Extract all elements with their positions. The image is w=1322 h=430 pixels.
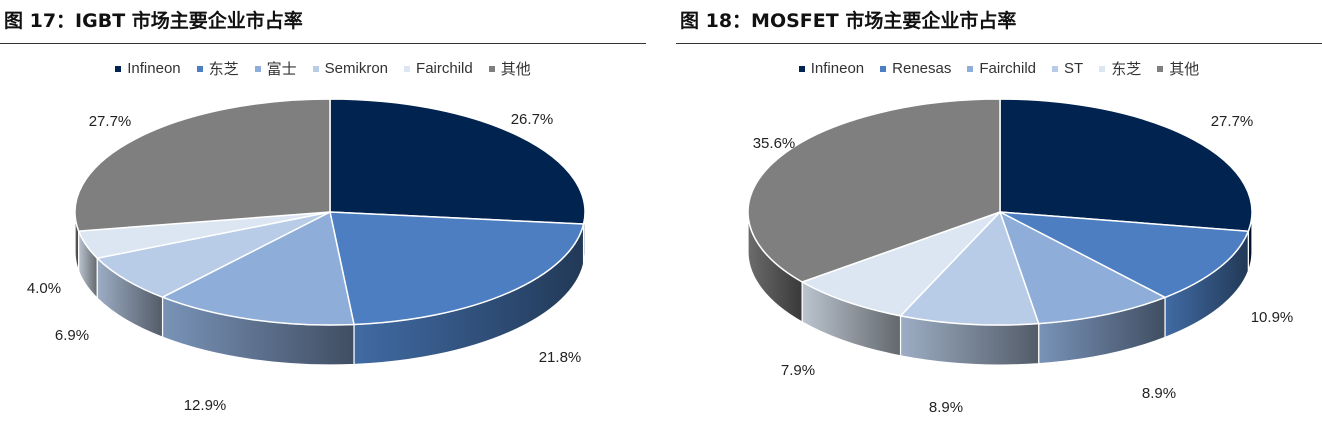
pie-slice — [95, 211, 331, 299]
legend-label: ST — [1064, 60, 1084, 77]
legend-label: 东芝 — [1111, 61, 1142, 78]
slice-value-label: 4.0% — [27, 280, 61, 297]
legend-swatch — [404, 65, 411, 72]
legend-item: ST — [1052, 58, 1083, 79]
slice-value-label: 10.9% — [1251, 309, 1294, 326]
slice-value-label: 12.9% — [184, 397, 227, 414]
title-divider — [676, 43, 1322, 44]
chart-panel-mosfet: 图 18：MOSFET 市场主要企业市占率 Infineon Renesas Fai… — [676, 0, 1322, 430]
slice-value-label: 8.9% — [929, 399, 963, 416]
legend-swatch — [1052, 65, 1059, 72]
legend-label: 其他 — [1169, 61, 1200, 78]
legend-swatch — [1157, 65, 1164, 72]
legend-item: Infineon — [798, 58, 865, 79]
legend-item: Fairchild — [967, 58, 1036, 79]
title-divider — [0, 43, 646, 44]
legend-swatch — [312, 65, 319, 72]
pie-slice — [329, 211, 585, 326]
slice-value-label: 8.9% — [1142, 385, 1176, 402]
legend-swatch — [196, 65, 203, 72]
legend-label: Infineon — [127, 60, 181, 77]
legend-label: Fairchild — [416, 60, 473, 77]
legend-swatch — [488, 65, 495, 72]
legend-item: Infineon — [115, 58, 181, 79]
legend-label: Semikron — [324, 60, 389, 77]
pie-chart-igbt: 26.7% 21.8% 12.9% 6.9% 4.0% 27.7% — [27, 98, 586, 414]
chart-title: 图 17：IGBT 市场主要企业市占率 — [4, 10, 303, 32]
legend-swatch — [115, 65, 122, 72]
legend-swatch — [254, 65, 261, 72]
legend-item: Renesas — [880, 58, 951, 79]
legend-label: Fairchild — [979, 60, 1037, 77]
slice-value-label: 27.7% — [1211, 113, 1254, 130]
legend-label: Renesas — [892, 60, 952, 77]
chart-panel-igbt: 图 17：IGBT 市场主要企业市占率 Infineon 东芝 富士 Semikron… — [0, 0, 646, 430]
slice-value-label: 6.9% — [55, 327, 89, 344]
pie-slice — [999, 211, 1250, 299]
chart-legend: Infineon Renesas Fairchild ST 东芝 其他 — [676, 58, 1322, 79]
pie-slice — [999, 98, 1253, 233]
pie-slice — [160, 210, 355, 326]
legend-label: Infineon — [810, 60, 865, 77]
legend-item: 东芝 — [1099, 58, 1141, 79]
legend-swatch — [967, 65, 974, 72]
slice-value-label: 21.8% — [539, 349, 582, 366]
pie-slice — [747, 98, 1001, 283]
pie-slice — [74, 98, 331, 232]
legend-label: 其他 — [500, 61, 531, 78]
pie-slice — [329, 98, 586, 225]
legend-item: 其他 — [1157, 58, 1199, 79]
slice-value-label: 26.7% — [511, 111, 554, 128]
chart-title: 图 18：MOSFET 市场主要企业市占率 — [680, 10, 1017, 32]
legend-item: Fairchild — [404, 58, 473, 79]
legend-label: 东芝 — [208, 61, 239, 78]
pie-slice — [998, 210, 1167, 325]
slice-value-label: 7.9% — [781, 362, 815, 379]
legend-swatch — [798, 65, 805, 72]
legend-item: 东芝 — [196, 58, 239, 79]
pie-slice — [899, 210, 1040, 326]
legend-swatch — [880, 65, 887, 72]
legend-label: 富士 — [266, 61, 297, 78]
pie-slice — [800, 211, 1001, 317]
legend-item: 富士 — [254, 58, 297, 79]
legend-item: 其他 — [488, 58, 531, 79]
chart-legend: Infineon 东芝 富士 Semikron Fairchild 其他 — [0, 58, 646, 79]
legend-item: Semikron — [312, 58, 389, 79]
legend-swatch — [1099, 65, 1106, 72]
pie-chart-mosfet: 27.7% 10.9% 8.9% 8.9% 7.9% 35.6% — [747, 98, 1294, 416]
slice-value-label: 27.7% — [89, 113, 132, 130]
slice-value-label: 35.6% — [753, 135, 796, 152]
